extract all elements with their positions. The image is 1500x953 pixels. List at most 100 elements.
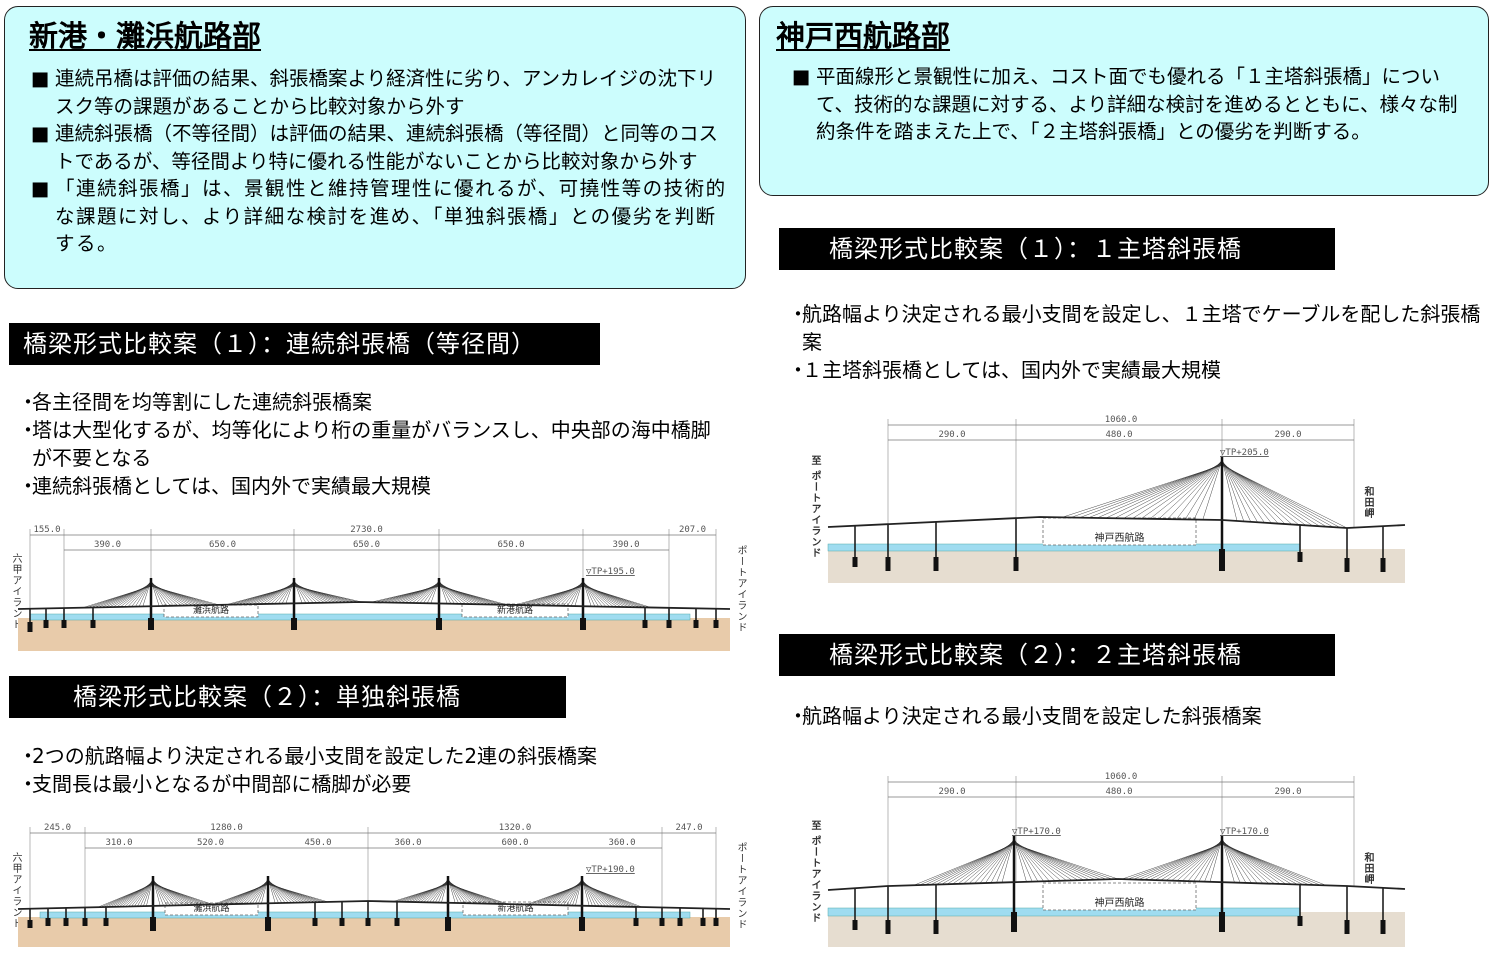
stay-cable bbox=[370, 586, 440, 603]
dimension-label: 360.0 bbox=[394, 838, 421, 848]
pier-footing bbox=[1297, 916, 1303, 926]
pier-footing bbox=[1013, 557, 1019, 571]
stay-cable bbox=[212, 884, 269, 905]
dimension-label: 290.0 bbox=[938, 430, 965, 440]
summary-box-kobe-west: 神戸西航路部 平面線形と景観性に加え、コスト面でも優れる「１主塔斜張橋」について… bbox=[759, 6, 1489, 196]
end-label-left: 至 ポートアイランド bbox=[809, 820, 820, 924]
summary-item: 平面線形と景観性に加え、コスト面でも優れる「１主塔斜張橋」について、技術的な課題… bbox=[792, 63, 1462, 146]
plan-description: 航路幅より決定される最小支間を設定し、１主塔でケーブルを配した斜張橋案 １主塔斜… bbox=[788, 300, 1488, 384]
stay-cable bbox=[392, 884, 449, 902]
stay-cable bbox=[447, 884, 509, 905]
pier-footing bbox=[90, 620, 96, 628]
stay-cable bbox=[225, 586, 295, 605]
pylon-footing bbox=[1219, 912, 1225, 932]
section-title: 神戸西航路部 bbox=[776, 19, 951, 53]
pylon-footing bbox=[148, 618, 154, 630]
summary-item: 「連続斜張橋」は、景観性と維持管理性に優れるが、可撓性等の技術的な課題に対し、よ… bbox=[31, 175, 731, 258]
dimension-label: 480.0 bbox=[1105, 787, 1132, 797]
stay-cable bbox=[1202, 458, 1223, 520]
stay-cable bbox=[1149, 461, 1223, 519]
pier-footing bbox=[713, 918, 719, 926]
stay-cable bbox=[1193, 459, 1223, 520]
pier-footing bbox=[27, 622, 33, 632]
dimension-label: 600.0 bbox=[501, 838, 528, 848]
dimension-label: 390.0 bbox=[94, 540, 121, 550]
pier-footing bbox=[659, 918, 665, 926]
pier-footing bbox=[852, 920, 858, 930]
stay-cable bbox=[1105, 463, 1223, 519]
pier-footing bbox=[1344, 558, 1350, 572]
elevation-label: ▽TP+170.0 bbox=[1220, 827, 1269, 837]
summary-list: 連続吊橋は評価の結果、斜張橋案より経済性に劣り、アンカレイジの沈下リスク等の課題… bbox=[31, 65, 731, 258]
pier-footing bbox=[1297, 552, 1303, 562]
pier-footing bbox=[693, 620, 699, 628]
stay-cable bbox=[1061, 465, 1223, 518]
stay-cable bbox=[581, 884, 643, 908]
pylon-footing bbox=[291, 618, 297, 630]
dimension-label: 450.0 bbox=[304, 838, 331, 848]
pylon-footing bbox=[1219, 549, 1225, 571]
pier-footing bbox=[885, 557, 891, 571]
dimension-label: 290.0 bbox=[938, 787, 965, 797]
plan-banner: 橋梁形式比較案（１）：１主塔斜張橋 bbox=[779, 228, 1335, 270]
stay-cable bbox=[1221, 461, 1286, 525]
pylon-footing bbox=[579, 917, 585, 931]
stay-cable bbox=[152, 884, 214, 905]
pier-footing bbox=[633, 918, 639, 926]
plan-banner: 橋梁形式比較案（２）：２主塔斜張橋 bbox=[779, 634, 1335, 676]
stay-cable bbox=[1167, 460, 1223, 520]
dimension-label: 360.0 bbox=[608, 838, 635, 848]
stay-cable bbox=[1221, 460, 1272, 524]
description-item: 各主径間を均等割にした連続斜張橋案 bbox=[18, 388, 728, 416]
pier-footing bbox=[713, 620, 719, 628]
pier-footing bbox=[933, 557, 939, 571]
stay-cable bbox=[1221, 463, 1320, 527]
summary-item: 連続吊橋は評価の結果、斜張橋案より経済性に劣り、アンカレイジの沈下リスク等の課題… bbox=[31, 65, 731, 120]
dimension-label: 1060.0 bbox=[1105, 415, 1138, 425]
dimension-label: 2730.0 bbox=[350, 525, 383, 535]
stay-cable bbox=[150, 586, 220, 606]
pier-footing bbox=[365, 918, 371, 926]
pier-footing bbox=[82, 918, 88, 926]
stay-cable bbox=[1176, 460, 1223, 520]
pier-footing bbox=[677, 918, 683, 926]
stay-cable bbox=[913, 844, 1015, 886]
dimension-label: 390.0 bbox=[612, 540, 639, 550]
dimension-label: 207.0 bbox=[679, 525, 706, 535]
description-item: 2つの航路幅より決定される最小支間を設定した2連の斜張橋案 bbox=[18, 742, 738, 770]
stay-cable bbox=[1185, 459, 1223, 520]
dimension-label: 650.0 bbox=[497, 540, 524, 550]
stay-cable bbox=[1141, 461, 1223, 519]
description-item: 連続斜張橋としては、国内外で実績最大規模 bbox=[18, 472, 728, 500]
pier-footing bbox=[1380, 558, 1386, 572]
description-item: 航路幅より決定される最小支間を設定した斜張橋案 bbox=[788, 702, 1488, 730]
section-title: 新港・灘浜航路部 bbox=[29, 19, 262, 53]
end-label-right: 和田岬 bbox=[1362, 486, 1373, 519]
pylon-footing bbox=[445, 917, 451, 931]
stay-cable bbox=[1221, 461, 1279, 524]
dimension-label: 245.0 bbox=[44, 823, 71, 833]
description-item: 塔は大型化するが、均等化により桁の重量がバランスし、中央部の海中橋脚が不要となる bbox=[18, 416, 728, 472]
pylon-footing bbox=[1011, 912, 1017, 932]
stay-cable bbox=[514, 586, 584, 606]
plan-description: 航路幅より決定される最小支間を設定した斜張橋案 bbox=[788, 702, 1488, 730]
stay-cable bbox=[267, 884, 329, 903]
stay-cable bbox=[1221, 844, 1327, 886]
summary-list: 平面線形と景観性に加え、コスト面でも優れる「１主塔斜張橋」について、技術的な課題… bbox=[792, 63, 1462, 146]
plan-description: 各主径間を均等割にした連続斜張橋案 塔は大型化するが、均等化により桁の重量がバラ… bbox=[18, 388, 728, 500]
stay-cable bbox=[1121, 844, 1223, 880]
pier-footing bbox=[394, 918, 400, 926]
description-item: 支間長は最小となるが中間部に橋脚が必要 bbox=[18, 770, 738, 798]
summary-item: 連続斜張橋（不等径間）は評価の結果、連続斜張橋（等径間）と同等のコストであるが、… bbox=[31, 120, 731, 175]
navigation-channel-label: 神戸西航路 bbox=[1095, 531, 1145, 544]
dimension-label: 650.0 bbox=[353, 540, 380, 550]
pier-footing bbox=[103, 918, 109, 926]
navigation-channel-box bbox=[461, 603, 569, 618]
seabed-ground bbox=[828, 549, 1405, 583]
stay-cable bbox=[1221, 465, 1348, 529]
stay-cable bbox=[1221, 462, 1306, 526]
stay-cable bbox=[1221, 462, 1300, 526]
pylon-footing bbox=[265, 917, 271, 931]
